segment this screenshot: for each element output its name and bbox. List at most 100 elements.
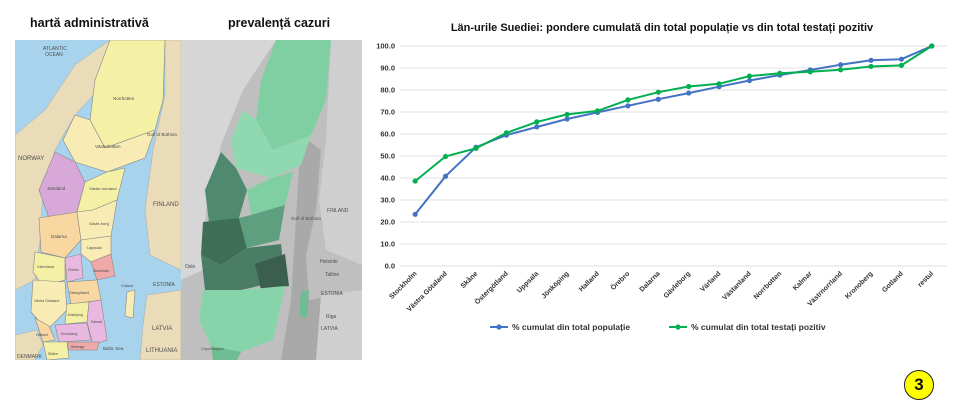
orebro-label: Örebro (68, 268, 79, 272)
x-tick-label: Värland (699, 270, 722, 293)
data-point (655, 89, 661, 95)
copenhagen-label: Copenhagen (201, 346, 224, 351)
prev-west-norrland (247, 172, 293, 215)
data-point (929, 43, 935, 49)
prev-dalarna (201, 218, 247, 265)
x-tick-label: Norrbotten (753, 270, 784, 301)
county-stockholm (90, 253, 116, 281)
denmark-land (15, 329, 44, 360)
chart-title: Län-urile Suediei: pondere cumulată din … (451, 22, 874, 34)
denmark-label: DENMARK (17, 354, 43, 360)
data-point (503, 130, 509, 136)
data-point (746, 77, 753, 84)
legend-label: % cumulat din total populație (512, 322, 630, 332)
helsinki-label: Helsinki (320, 259, 338, 265)
admin-map: ATLANTIC OCEAN NORWAY FINLAND ESTONIA LA… (15, 40, 181, 360)
varmland-label: Värmland (37, 264, 54, 269)
jamtland-label: Jämtland (47, 186, 66, 191)
data-point (564, 111, 570, 118)
admin-map-graphic: ATLANTIC OCEAN NORWAY FINLAND ESTONIA LA… (15, 40, 181, 360)
prev-skane (211, 346, 241, 360)
x-tick-label: Uppsala (516, 270, 540, 294)
finland-land (144, 40, 181, 271)
jonkoping-label: Jönköping (67, 313, 83, 317)
data-point (625, 97, 631, 103)
data-point (868, 63, 874, 70)
x-tick-label: Stockholm (388, 270, 418, 300)
x-tick-label: restul (917, 270, 935, 288)
gavleborg-label: Gävle-borg (89, 221, 109, 226)
oslo-label: Oslo (185, 264, 196, 270)
lithuania-label: LITHUANIA (146, 348, 177, 354)
estonia-label: ESTONIA (321, 291, 344, 297)
ostergotland-label: Östergötland (69, 291, 89, 295)
y-tick-label: 40.0 (380, 174, 395, 183)
prev-gotland (299, 290, 309, 318)
stockholm-label: Stockholm (93, 269, 109, 273)
series-line-1 (414, 45, 933, 182)
gulf-label: Gulf of Bothnia (147, 132, 177, 137)
data-point (746, 73, 753, 79)
prev-gavleborg (239, 205, 285, 248)
grid-lines (400, 45, 947, 267)
county-kronoberg (54, 322, 92, 343)
vasterbotten-label: Västerbotten (95, 144, 121, 149)
series-lines (412, 43, 935, 217)
data-point (898, 62, 905, 68)
data-point (838, 62, 844, 68)
baltic-sea-label: Baltic Sea (103, 346, 124, 351)
x-tick-label: Kronoberg (844, 270, 874, 300)
latvia-label: LATVIA (321, 326, 339, 332)
county-skane (42, 341, 70, 360)
blekinge-label: Blekinge (71, 345, 84, 349)
county-kalmar (86, 299, 108, 346)
estonia-label: ESTONIA (153, 282, 176, 288)
admin-map-title: hartă administrativă (30, 16, 149, 30)
x-tick-label: Kalmar (792, 270, 814, 292)
y-tick-label: 80.0 (380, 86, 395, 95)
prev-north (256, 40, 331, 150)
chart-legend: % cumulat din total populație % cumulat d… (490, 322, 826, 332)
norrbotten-label: Norrbotten (113, 96, 135, 101)
data-point (655, 96, 661, 102)
data-point (412, 178, 418, 184)
legend-swatch-marker (675, 324, 681, 330)
gotland-label: Gotland (121, 284, 133, 288)
data-point (412, 211, 418, 217)
vasternorrland-label: Väster-norrland (89, 186, 117, 191)
data-point (807, 69, 813, 75)
y-tick-label: 60.0 (380, 130, 395, 139)
data-point (625, 103, 631, 109)
prevalence-map-graphic: Oslo Helsinki Tallinn ESTONIA Riga LATVI… (181, 40, 362, 360)
cumulative-line-chart: Län-urile Suediei: pondere cumulată din … (376, 22, 947, 332)
x-tick-label: Gävleborg (663, 270, 692, 299)
county-blekinge (66, 341, 100, 351)
y-tick-labels: 0.0 10.0 20.0 30.0 40.0 50.0 60.0 70.0 80.0 90.0 1… (376, 42, 395, 271)
prev-stockholm (255, 254, 289, 290)
kronoberg-label: Kronoberg (61, 332, 77, 336)
x-tick-label: Västanland (722, 270, 753, 301)
data-point (686, 90, 692, 96)
kalmar-label: Kalmar (91, 320, 103, 324)
x-tick-label: Gotland (881, 270, 905, 294)
norway-land (181, 40, 276, 280)
y-tick-label: 30.0 (380, 196, 395, 205)
x-tick-label: Halland (578, 270, 601, 293)
finland-label: FINLAND (327, 208, 349, 214)
y-tick-label: 10.0 (380, 240, 395, 249)
legend-label: % cumulat din total testați pozitiv (691, 322, 826, 332)
norway-label: NORWAY (18, 156, 44, 162)
county-gotland (124, 289, 136, 319)
data-point (868, 57, 874, 63)
y-tick-label: 70.0 (380, 108, 395, 117)
data-point (594, 108, 601, 114)
data-point (534, 119, 540, 125)
y-tick-label: 90.0 (380, 64, 395, 73)
series-line-0 (414, 45, 933, 215)
x-tick-label: Örebro (608, 269, 631, 292)
data-point (442, 153, 449, 160)
county-orebro (64, 253, 84, 283)
prevalence-map: Oslo Helsinki Tallinn ESTONIA Riga LATVI… (181, 40, 362, 360)
y-tick-label: 100.0 (376, 42, 395, 51)
y-tick-label: 20.0 (380, 218, 395, 227)
